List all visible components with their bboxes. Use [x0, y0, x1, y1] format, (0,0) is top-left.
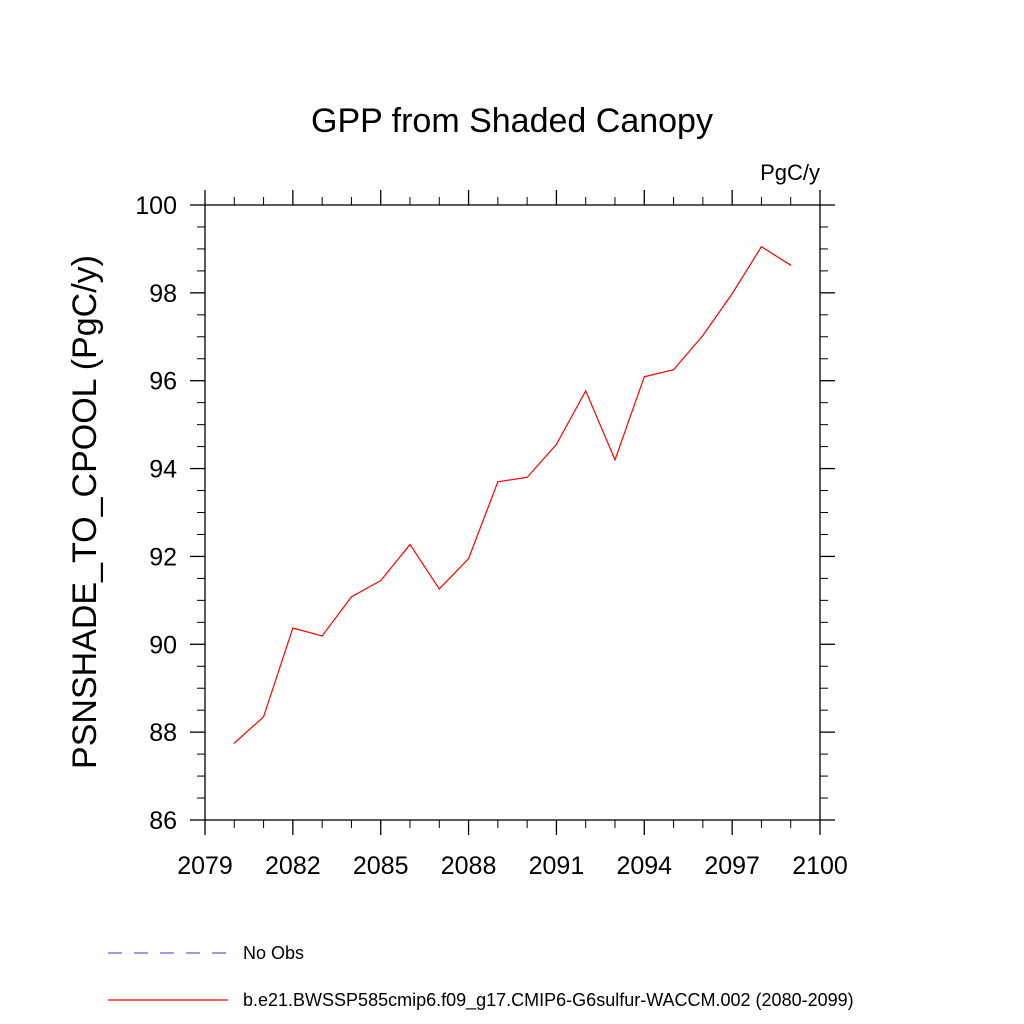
x-tick-label: 2085	[353, 852, 409, 880]
legend-label-no-obs: No Obs	[243, 943, 304, 963]
data-point	[760, 246, 763, 248]
y-tick-label: 92	[149, 543, 177, 571]
y-tick-label: 90	[149, 631, 177, 659]
data-point	[438, 588, 440, 590]
legend-item-model-run: b.e21.BWSSP585cmip6.f09_g17.CMIP6-G6sulf…	[108, 990, 854, 1011]
data-point	[262, 716, 265, 718]
data-point	[672, 369, 675, 371]
data-point	[702, 334, 704, 337]
legend-item-no-obs: No Obs	[108, 943, 304, 963]
x-tick-label: 2088	[441, 852, 497, 880]
data-point	[321, 635, 323, 637]
data-point	[731, 293, 733, 295]
axis-ticks	[190, 190, 835, 835]
x-tick-label: 2082	[265, 852, 321, 880]
y-tick-label: 88	[149, 719, 177, 747]
data-point	[643, 376, 645, 378]
x-tick-label: 2079	[177, 852, 233, 880]
y-tick-label: 98	[149, 280, 177, 308]
data-point	[585, 390, 587, 392]
y-tick-label: 94	[149, 456, 177, 484]
chart-title: GPP from Shaded Canopy	[311, 102, 713, 140]
plot-frame	[204, 204, 821, 821]
series-line-1	[233, 245, 792, 744]
y-tick-labels: 86 88 90 92 94 96 98 100	[135, 192, 177, 835]
x-tick-label: 2094	[616, 852, 672, 880]
units-label: PgC/y	[760, 160, 820, 185]
data-point	[790, 264, 792, 266]
data-point	[497, 481, 499, 483]
data-point	[350, 596, 353, 598]
x-tick-label: 2091	[529, 852, 585, 880]
legend-label-model-run: b.e21.BWSSP585cmip6.f09_g17.CMIP6-G6sulf…	[243, 990, 854, 1011]
data-point	[467, 558, 470, 560]
y-tick-label: 100	[135, 192, 177, 220]
data-point	[526, 476, 528, 478]
data-point	[555, 443, 558, 446]
data-point	[380, 579, 382, 582]
x-tick-label: 2097	[704, 852, 760, 880]
y-tick-label: 96	[149, 368, 177, 396]
data-point	[614, 459, 616, 461]
data-point	[409, 543, 411, 546]
x-tick-labels: 2079 2082 2085 2088 2091 2094 2097 2100	[177, 852, 848, 880]
data-point	[292, 627, 294, 629]
y-axis-title: PSNSHADE_TO_CPOOL (PgC/y)	[66, 255, 104, 769]
legend: No Obs b.e21.BWSSP585cmip6.f09_g17.CMIP6…	[108, 943, 854, 1011]
data-point	[233, 742, 235, 744]
y-tick-label: 86	[149, 807, 177, 835]
x-tick-label: 2100	[792, 852, 848, 880]
series-layer	[233, 245, 792, 744]
